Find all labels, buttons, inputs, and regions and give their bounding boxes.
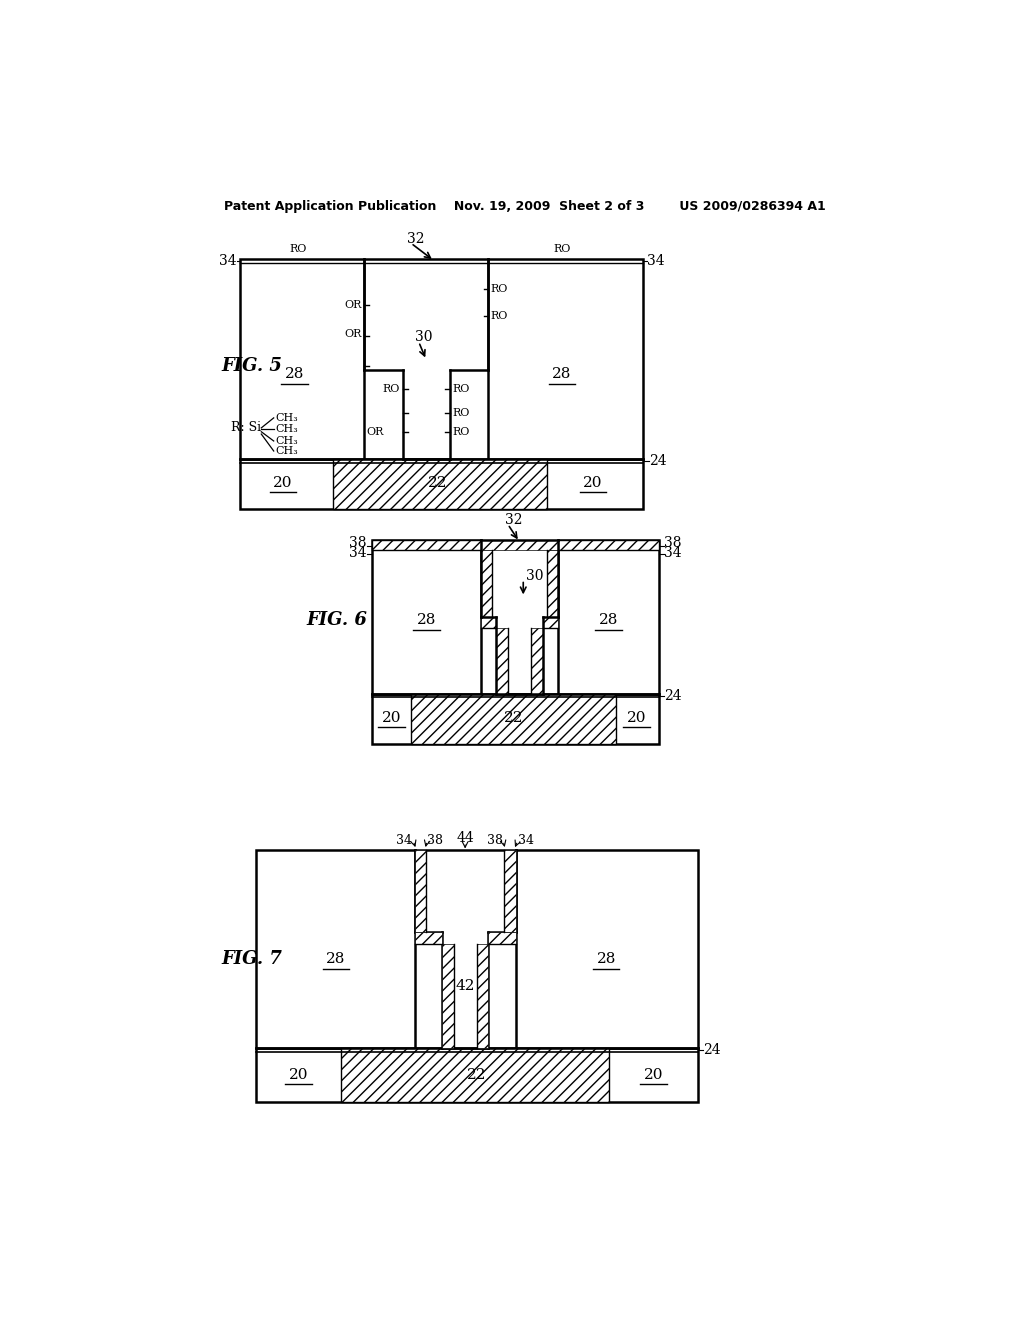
Text: CH₃: CH₃ [275,425,298,434]
Text: RO: RO [383,384,400,395]
Text: FIG. 7: FIG. 7 [221,950,282,968]
Text: 30: 30 [525,569,543,582]
Bar [415,932,442,944]
Text: RO: RO [490,284,508,294]
Text: RO: RO [553,244,570,255]
Text: 20: 20 [584,477,603,490]
Bar [558,540,658,550]
Text: 34: 34 [349,545,367,560]
Text: 28: 28 [597,952,615,966]
Bar [442,944,454,1048]
Text: Patent Application Publication    Nov. 19, 2009  Sheet 2 of 3        US 2009/028: Patent Application Publication Nov. 19, … [224,199,825,213]
Text: 20: 20 [644,1068,664,1081]
Bar [515,850,697,1048]
Bar [241,459,643,508]
Text: 22: 22 [504,711,523,725]
Text: RO: RO [453,426,470,437]
Text: 34: 34 [665,545,682,560]
Text: 44: 44 [457,830,474,845]
Text: 20: 20 [273,477,293,490]
Text: 32: 32 [505,513,522,527]
Text: 30: 30 [415,330,432,345]
Bar [531,628,543,693]
Bar [558,540,658,693]
Text: 38: 38 [427,834,443,847]
Text: 20: 20 [382,711,401,725]
Bar [372,540,480,693]
Bar [547,550,558,616]
Text: 34: 34 [219,253,237,268]
Text: 24: 24 [665,689,682,702]
Text: 38: 38 [487,834,503,847]
Text: RO: RO [490,312,508,321]
Bar [477,944,488,1048]
Text: 34: 34 [396,834,413,847]
Text: FIG. 5: FIG. 5 [221,358,282,375]
Text: OR: OR [367,426,384,437]
Bar [480,540,558,550]
Text: 34: 34 [518,834,534,847]
Text: RO: RO [453,384,470,395]
Bar [488,259,643,459]
Text: 32: 32 [407,232,425,247]
Text: RO: RO [453,408,470,417]
Text: 28: 28 [599,614,618,627]
Text: R: Si: R: Si [231,421,261,434]
Text: 24: 24 [649,454,667,469]
Bar [415,850,515,932]
Bar [341,1048,608,1102]
Text: CH₃: CH₃ [275,446,298,455]
Text: 28: 28 [417,614,436,627]
Text: 28: 28 [552,367,571,381]
Text: 22: 22 [428,477,447,490]
Text: CH₃: CH₃ [275,413,298,422]
Bar [372,540,480,550]
Bar [504,850,515,932]
Bar [442,932,488,1048]
Text: 28: 28 [285,367,304,381]
Bar [488,932,515,944]
Text: 24: 24 [703,1043,721,1057]
Text: FIG. 6: FIG. 6 [306,611,368,630]
Bar [496,628,508,693]
Bar [372,693,658,743]
Bar [415,850,426,932]
Bar [480,616,496,628]
Text: OR: OR [345,300,362,310]
Bar [241,259,365,459]
Text: RO: RO [290,244,307,255]
Text: 22: 22 [467,1068,486,1081]
Text: 38: 38 [665,536,682,549]
Bar [256,1048,697,1102]
Text: 38: 38 [349,536,367,549]
Text: 42: 42 [456,979,475,993]
Text: 34: 34 [647,253,665,268]
Text: 20: 20 [289,1068,308,1081]
Text: CH₃: CH₃ [275,436,298,446]
Bar [411,693,616,743]
Text: 20: 20 [627,711,646,725]
Bar [543,616,558,628]
Text: OR: OR [345,329,362,339]
Bar [256,850,415,1048]
Bar [480,550,493,616]
Text: 28: 28 [326,952,345,966]
Bar [334,459,547,508]
